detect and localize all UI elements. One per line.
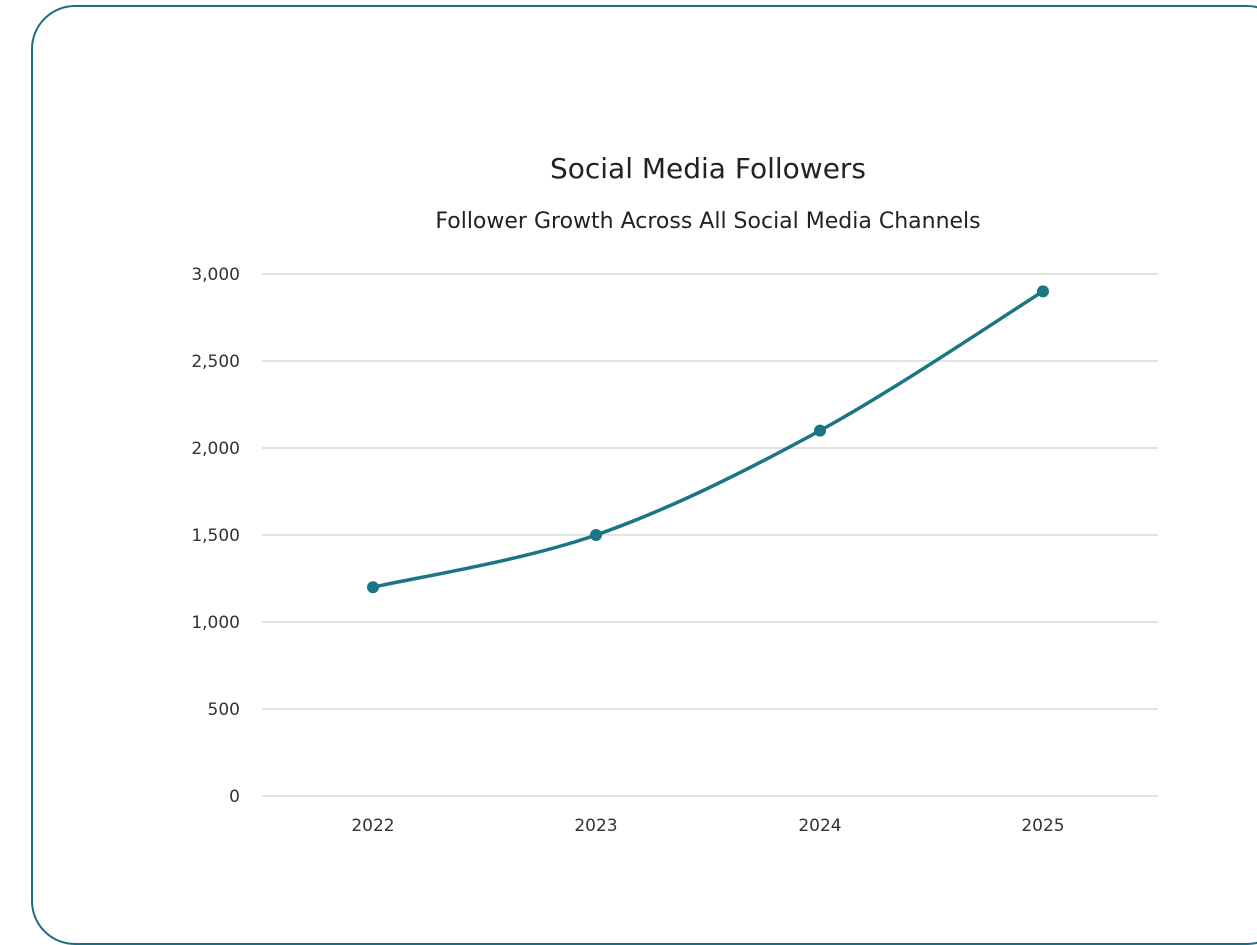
x-tick-label: 2024 [798,816,841,836]
series-line [371,289,1045,589]
data-point [1037,285,1049,298]
x-tick-label: 2025 [1021,816,1064,836]
data-points [367,285,1049,594]
y-tick-label: 0 [229,787,240,807]
x-axis-ticks: 2022 2023 2024 2025 [351,816,1064,836]
y-axis-ticks: 0 500 1,000 1,500 2,000 2,500 3,000 [191,265,240,807]
y-tick-label: 1,500 [191,526,240,546]
y-tick-label: 3,000 [191,265,240,285]
chart-title: Social Media Followers [550,152,866,185]
data-point [590,529,602,541]
y-tick-label: 500 [208,700,240,720]
grid-lines [262,273,1158,797]
data-point [814,424,826,437]
data-point [367,581,379,594]
line-chart: Social Media Followers Follower Growth A… [191,152,1158,836]
y-tick-label: 1,000 [191,613,240,633]
chart-card [31,5,1257,945]
y-tick-label: 2,000 [191,439,240,459]
y-tick-label: 2,500 [191,352,240,372]
x-tick-label: 2023 [574,816,617,836]
chart-subtitle: Follower Growth Across All Social Media … [435,209,980,234]
x-tick-label: 2022 [351,816,394,836]
